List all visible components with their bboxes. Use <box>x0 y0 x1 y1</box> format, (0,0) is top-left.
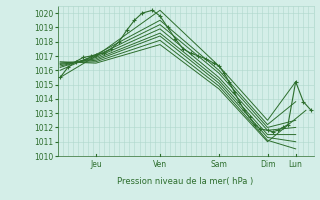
Text: Dim: Dim <box>260 160 275 169</box>
Text: Lun: Lun <box>289 160 303 169</box>
Text: Jeu: Jeu <box>90 160 102 169</box>
Text: Pression niveau de la mer( hPa ): Pression niveau de la mer( hPa ) <box>117 177 254 186</box>
Text: Sam: Sam <box>211 160 227 169</box>
Text: Ven: Ven <box>153 160 167 169</box>
